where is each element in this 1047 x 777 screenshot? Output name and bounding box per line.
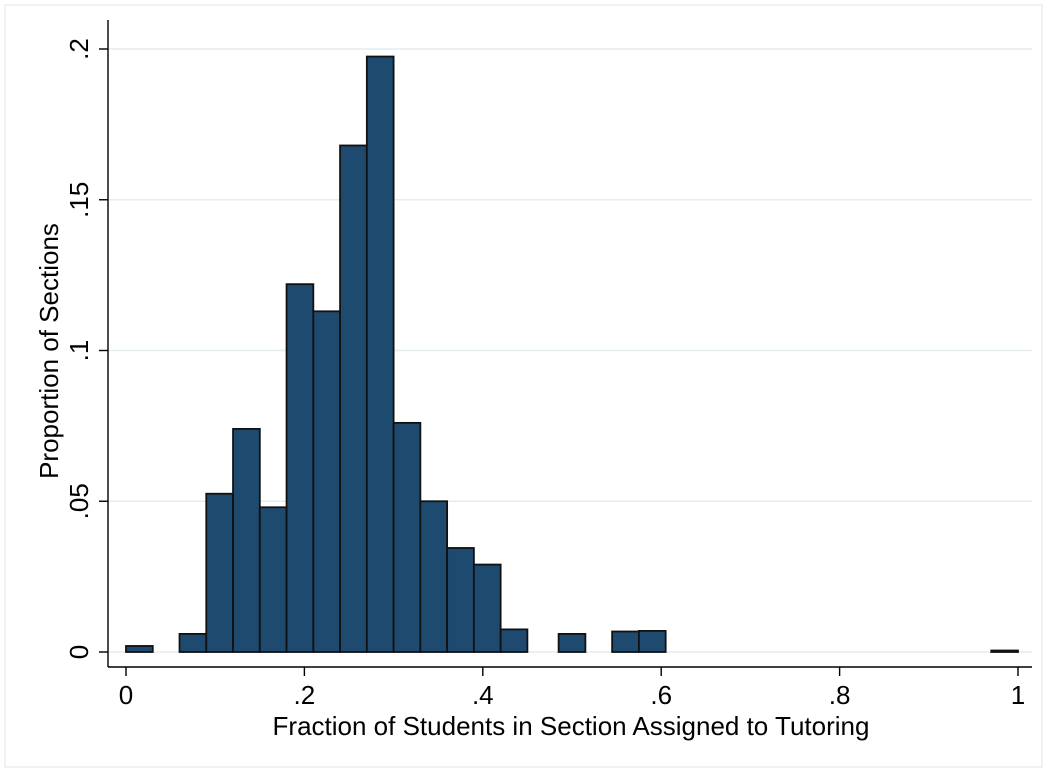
x-axis-label: Fraction of Students in Section Assigned…: [273, 711, 870, 741]
x-tick-label-0: 0: [119, 680, 133, 710]
bar-1: [178, 633, 208, 653]
bar-11: [446, 547, 475, 653]
x-ticks: 0 .2 .4 .6 .8 1: [119, 667, 1025, 710]
bars: [125, 55, 1019, 653]
bar-8: [365, 55, 395, 653]
x-tick-label-1: .2: [294, 680, 316, 710]
bar-17: [990, 649, 1019, 653]
y-tick-label-1: .05: [64, 483, 94, 519]
bar-9: [392, 421, 422, 653]
y-ticks: 0 .05 .1 .15 .2: [64, 38, 108, 659]
bar-4: [258, 506, 288, 653]
bar-2: [205, 492, 234, 653]
bar-5: [285, 283, 315, 653]
y-tick-label-0: 0: [64, 645, 94, 659]
bar-14: [557, 633, 587, 653]
y-tick-label-2: .1: [64, 340, 94, 362]
bar-6: [312, 310, 341, 653]
x-tick-label-3: .6: [650, 680, 672, 710]
y-axis-label: Proportion of Sections: [34, 223, 64, 479]
bar-10: [419, 500, 449, 653]
bar-3: [232, 427, 261, 653]
bar-12: [472, 563, 502, 653]
bar-16: [638, 629, 667, 653]
y-tick-label-3: .15: [64, 182, 94, 218]
axes: [107, 20, 1032, 668]
bar-15: [611, 630, 640, 653]
x-tick-label-2: .4: [472, 680, 494, 710]
bar-0: [125, 645, 154, 653]
x-tick-label-5: 1: [1011, 680, 1025, 710]
bar-13: [499, 628, 529, 653]
x-tick-label-4: .8: [829, 680, 851, 710]
bar-7: [339, 144, 368, 653]
y-tick-label-4: .2: [64, 38, 94, 60]
